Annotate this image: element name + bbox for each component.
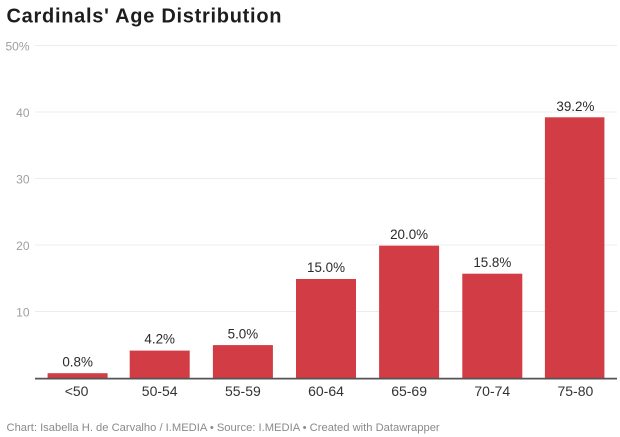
svg-text:70-74: 70-74 [474,383,510,399]
svg-text:<50: <50 [65,383,89,399]
svg-text:15.0%: 15.0% [307,260,345,275]
svg-text:65-69: 65-69 [391,383,427,399]
svg-text:20.0%: 20.0% [390,227,428,242]
svg-text:39.2%: 39.2% [556,99,594,114]
svg-text:50-54: 50-54 [142,383,178,399]
svg-text:0.8%: 0.8% [62,354,93,369]
svg-text:Cardinals' Age Distribution: Cardinals' Age Distribution [7,6,283,28]
svg-text:55-59: 55-59 [225,383,261,399]
svg-text:30: 30 [16,173,30,187]
svg-text:50%: 50% [5,40,29,54]
svg-text:40: 40 [16,106,30,120]
svg-text:4.2%: 4.2% [144,332,175,347]
svg-text:75-80: 75-80 [557,383,593,399]
svg-text:10: 10 [16,306,30,320]
svg-text:60-64: 60-64 [308,383,344,399]
svg-text:5.0%: 5.0% [228,326,259,341]
svg-text:15.8%: 15.8% [473,255,511,270]
svg-text:20: 20 [16,239,30,253]
svg-text:Chart: Isabella H. de Carvalho: Chart: Isabella H. de Carvalho / I.MEDIA… [7,422,440,434]
